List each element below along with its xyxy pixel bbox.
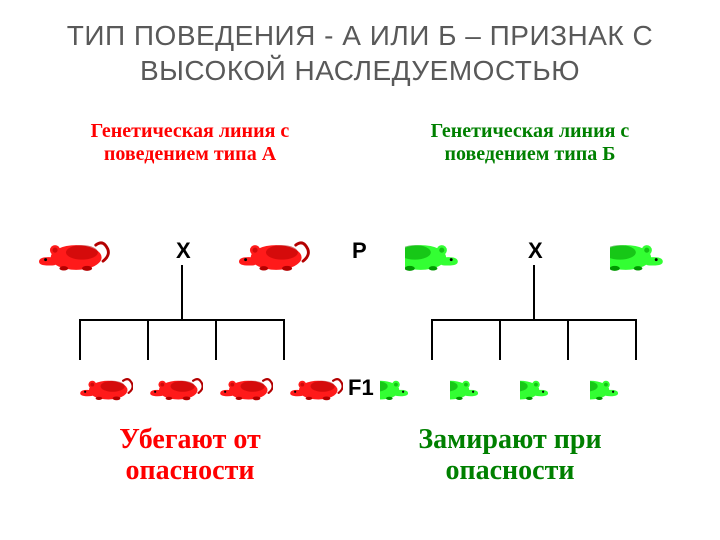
rat-icon [218, 370, 273, 407]
subtitle-right: Генетическая линия с поведением типа Б [400, 120, 660, 166]
rat-icon [450, 370, 505, 407]
outcome-right-line2: опасности [445, 455, 574, 486]
generation-f1-label: F1 [348, 375, 374, 401]
rat-icon [590, 370, 645, 407]
pedigree-tree-right [380, 265, 660, 360]
generation-p-label: Р [352, 238, 367, 264]
slide: ТИП ПОВЕДЕНИЯ - А ИЛИ Б – ПРИЗНАК С ВЫСО… [0, 0, 720, 540]
rat-icon [35, 232, 110, 277]
outcome-left: Убегают от опасности [80, 425, 300, 487]
rat-icon [288, 370, 343, 407]
rat-icon [520, 370, 575, 407]
subtitle-left: Генетическая линия с поведением типа А [60, 120, 320, 166]
outcome-right-line1: Замирают при [418, 424, 601, 455]
cross-symbol-left: Х [176, 238, 191, 264]
cross-symbol-right: Х [528, 238, 543, 264]
page-title: ТИП ПОВЕДЕНИЯ - А ИЛИ Б – ПРИЗНАК С ВЫСО… [0, 0, 720, 88]
rat-icon [405, 232, 480, 277]
rat-icon [235, 232, 310, 277]
outcome-left-line1: Убегают от [119, 424, 260, 455]
outcome-left-line2: опасности [125, 455, 254, 486]
pedigree-tree-left [60, 265, 340, 360]
outcome-right: Замирают при опасности [380, 425, 640, 487]
rat-icon [610, 232, 685, 277]
rat-icon [380, 370, 435, 407]
rat-icon [148, 370, 203, 407]
rat-icon [78, 370, 133, 407]
